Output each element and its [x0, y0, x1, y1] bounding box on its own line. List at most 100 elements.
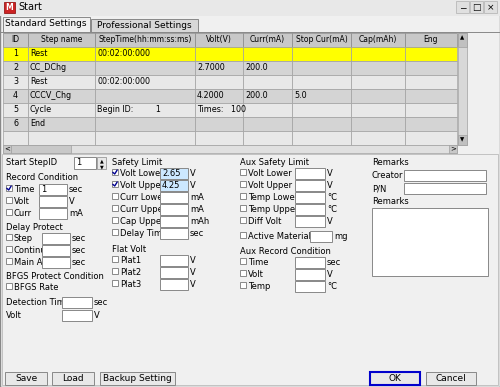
Bar	[195, 47, 243, 61]
Bar	[52, 372, 94, 385]
Bar	[240, 205, 246, 211]
Bar	[91, 19, 198, 32]
Text: V: V	[190, 169, 196, 178]
Text: °C: °C	[327, 205, 337, 214]
Bar	[292, 89, 351, 103]
Bar	[28, 47, 95, 61]
Text: V: V	[190, 256, 196, 265]
Text: ▲: ▲	[100, 158, 103, 163]
Bar	[195, 33, 243, 47]
Bar	[292, 103, 351, 117]
Bar	[160, 279, 188, 290]
Bar	[160, 216, 188, 227]
Text: mg: mg	[334, 232, 347, 241]
Bar	[28, 103, 95, 117]
Text: Time: Time	[14, 185, 34, 194]
Bar	[6, 209, 12, 215]
Bar	[42, 233, 70, 244]
Text: Save: Save	[15, 374, 37, 383]
Bar	[458, 33, 467, 145]
Bar	[405, 103, 457, 117]
Bar	[3, 75, 28, 89]
Bar	[295, 257, 325, 268]
Text: sec: sec	[94, 298, 108, 307]
Bar	[95, 75, 195, 89]
Text: Main Aux: Main Aux	[14, 258, 53, 267]
Text: V: V	[327, 217, 333, 226]
Bar	[240, 282, 246, 288]
Text: OK: OK	[388, 374, 402, 383]
Bar	[295, 216, 325, 227]
Bar	[372, 208, 488, 276]
Bar	[351, 131, 405, 145]
Bar	[95, 131, 195, 145]
Bar	[458, 33, 467, 47]
Bar	[292, 33, 351, 47]
Text: sec: sec	[327, 258, 341, 267]
Bar	[243, 75, 292, 89]
Bar	[42, 257, 70, 268]
Bar	[292, 131, 351, 145]
Bar	[112, 193, 118, 199]
Bar	[295, 180, 325, 191]
Text: V: V	[327, 270, 333, 279]
Bar	[160, 168, 188, 179]
Text: mAh: mAh	[190, 217, 209, 226]
Bar	[95, 61, 195, 75]
Text: Start: Start	[18, 2, 42, 12]
Text: Standard Settings: Standard Settings	[5, 19, 87, 28]
Bar	[240, 270, 246, 276]
Bar	[292, 47, 351, 61]
Text: Cap(mAh): Cap(mAh)	[359, 35, 397, 44]
Bar	[240, 232, 246, 238]
Bar	[195, 117, 243, 131]
Bar	[160, 204, 188, 215]
Bar	[3, 89, 28, 103]
Bar	[310, 231, 332, 242]
Bar	[240, 258, 246, 264]
Bar	[456, 1, 469, 13]
Text: Detection Time: Detection Time	[6, 298, 70, 307]
Bar	[404, 170, 486, 181]
Text: ×: ×	[487, 3, 494, 12]
Bar	[95, 33, 195, 47]
Bar	[160, 228, 188, 239]
Bar	[95, 103, 195, 117]
Text: Curr Upper: Curr Upper	[120, 205, 166, 214]
Bar	[112, 229, 118, 235]
Bar	[160, 267, 188, 278]
Bar	[243, 61, 292, 75]
Text: Volt: Volt	[6, 311, 22, 320]
Bar	[295, 204, 325, 215]
Text: Volt Lower: Volt Lower	[120, 169, 164, 178]
Text: 1: 1	[41, 185, 46, 194]
Text: Plat1: Plat1	[120, 256, 141, 265]
Text: Step name: Step name	[41, 35, 82, 44]
Text: Stop Cur(mA): Stop Cur(mA)	[296, 35, 348, 44]
Text: °C: °C	[327, 282, 337, 291]
Bar	[74, 157, 96, 169]
Text: Cancel: Cancel	[436, 374, 466, 383]
Text: V: V	[327, 169, 333, 178]
Text: mA: mA	[190, 193, 204, 202]
Text: Plat3: Plat3	[120, 280, 142, 289]
Text: Time: Time	[248, 258, 268, 267]
Text: 2.65: 2.65	[162, 169, 180, 178]
Bar	[240, 193, 246, 199]
Bar	[6, 246, 12, 252]
Text: Step: Step	[14, 234, 33, 243]
Bar	[351, 89, 405, 103]
Bar	[39, 208, 67, 219]
Bar	[62, 310, 92, 321]
Text: Remarks: Remarks	[372, 197, 409, 206]
Text: BFGS Rate: BFGS Rate	[14, 283, 59, 292]
Bar	[405, 61, 457, 75]
Text: Delay Time: Delay Time	[120, 229, 168, 238]
Text: V: V	[327, 181, 333, 190]
Bar	[405, 89, 457, 103]
Text: >: >	[450, 145, 456, 151]
Text: sec: sec	[72, 234, 86, 243]
Bar	[6, 185, 12, 191]
Text: Professional Settings: Professional Settings	[96, 21, 192, 30]
Text: Volt: Volt	[248, 270, 264, 279]
